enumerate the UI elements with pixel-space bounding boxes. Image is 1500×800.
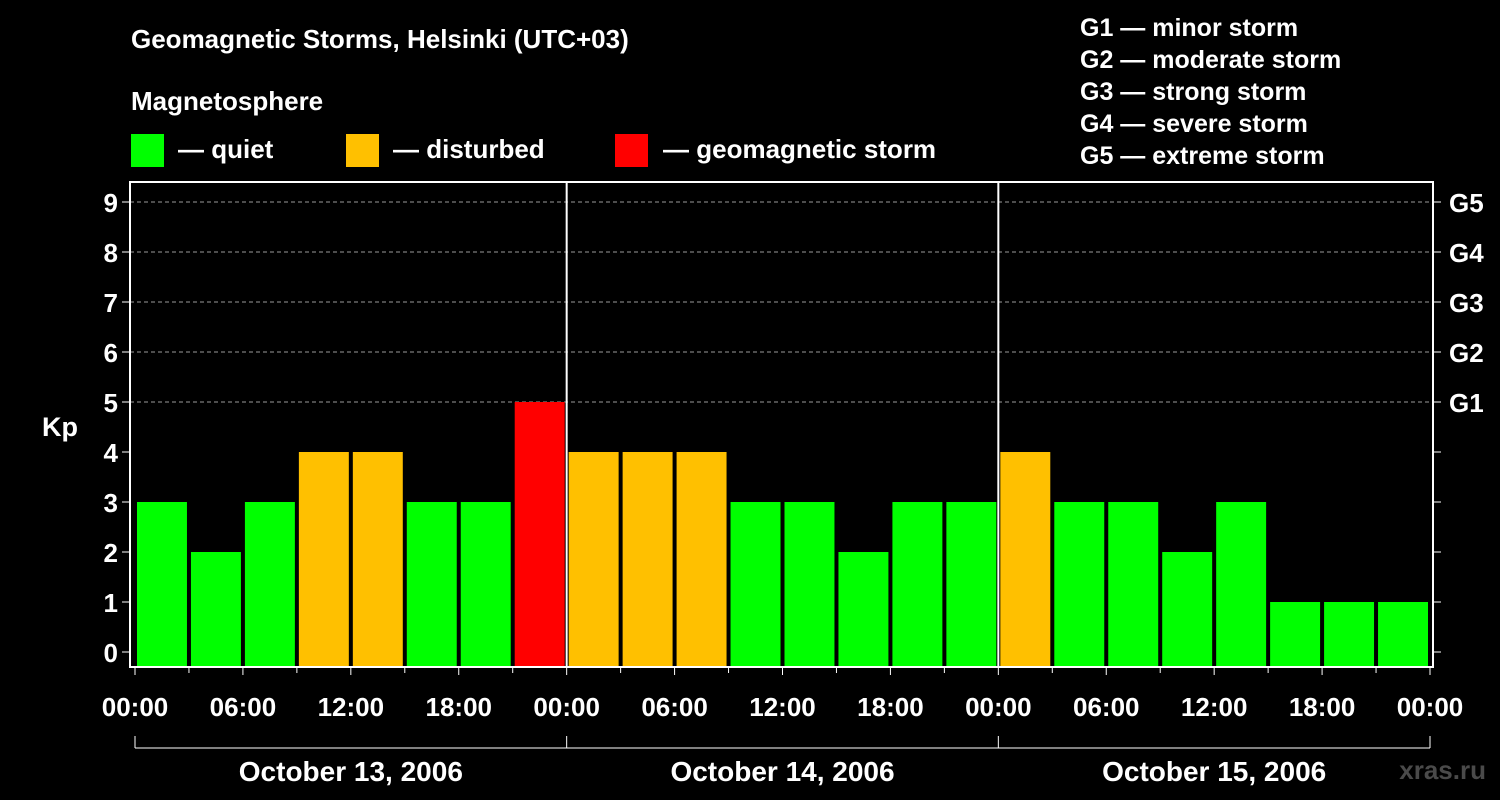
legend-label-quiet: — quiet <box>178 134 274 164</box>
storm-level-label: G2 <box>1449 338 1484 368</box>
bar-9 <box>622 452 673 667</box>
y-axis-label: Kp <box>42 412 78 442</box>
x-tick-label: 12:00 <box>318 692 385 722</box>
x-tick-label: 00:00 <box>1397 692 1464 722</box>
y-tick-label: 1 <box>104 588 118 618</box>
bar-2 <box>244 502 295 667</box>
storm-scale-g3: G3 — strong storm <box>1080 78 1307 106</box>
x-tick-label: 12:00 <box>1181 692 1248 722</box>
bar-21 <box>1270 602 1321 667</box>
bar-0 <box>137 502 187 667</box>
storm-level-label: G4 <box>1449 238 1484 268</box>
y-tick-label: 4 <box>104 438 119 468</box>
bar-7 <box>514 402 565 667</box>
y-tick-label: 2 <box>104 538 118 568</box>
storm-scale-g2: G2 — moderate storm <box>1080 46 1342 74</box>
bar-20 <box>1216 502 1267 667</box>
bar-13 <box>838 552 889 667</box>
bar-18 <box>1108 502 1159 667</box>
legend-swatch-disturbed <box>346 134 379 167</box>
y-tick-label: 3 <box>104 488 118 518</box>
bar-16 <box>1000 452 1051 667</box>
storm-level-label: G5 <box>1449 188 1484 218</box>
y-tick-label: 9 <box>104 188 118 218</box>
x-tick-label: 06:00 <box>1073 692 1140 722</box>
bar-10 <box>676 452 727 667</box>
bar-14 <box>892 502 943 667</box>
bar-8 <box>568 452 619 667</box>
y-tick-label: 8 <box>104 238 118 268</box>
bar-1 <box>190 552 241 667</box>
chart-title: Geomagnetic Storms, Helsinki (UTC+03) <box>131 24 629 54</box>
bar-3 <box>298 452 349 667</box>
x-tick-label: 06:00 <box>210 692 277 722</box>
y-tick-label: 6 <box>104 338 118 368</box>
y-tick-label: 5 <box>104 388 118 418</box>
bar-4 <box>352 452 403 667</box>
legend-label-disturbed: — disturbed <box>393 134 545 164</box>
x-tick-label: 18:00 <box>426 692 493 722</box>
x-tick-label: 00:00 <box>533 692 600 722</box>
bar-6 <box>460 502 511 667</box>
bar-15 <box>946 502 997 667</box>
legend-label-storm: — geomagnetic storm <box>663 134 937 164</box>
bar-5 <box>406 502 457 667</box>
x-tick-label: 12:00 <box>749 692 816 722</box>
storm-level-label: G3 <box>1449 288 1484 318</box>
x-tick-label: 06:00 <box>641 692 708 722</box>
x-tick-label: 18:00 <box>857 692 924 722</box>
storm-scale-g4: G4 — severe storm <box>1080 110 1308 138</box>
watermark: xras.ru <box>1399 755 1486 785</box>
day-label: October 15, 2006 <box>1102 756 1326 787</box>
bar-11 <box>730 502 781 667</box>
y-tick-label: 7 <box>104 288 118 318</box>
bar-23 <box>1378 602 1428 667</box>
plot-frame <box>129 181 1434 668</box>
storm-scale-g1: G1 — minor storm <box>1080 14 1299 42</box>
bar-22 <box>1324 602 1375 667</box>
day-label: October 14, 2006 <box>670 756 894 787</box>
x-tick-label: 00:00 <box>102 692 169 722</box>
bar-12 <box>784 502 835 667</box>
legend-swatch-storm <box>615 134 648 167</box>
chart-subtitle: Magnetosphere <box>131 86 324 116</box>
legend-swatch-quiet <box>131 134 164 167</box>
y-tick-label: 0 <box>104 638 118 668</box>
storm-level-label: G1 <box>1449 388 1484 418</box>
day-label: October 13, 2006 <box>239 756 463 787</box>
x-tick-label: 00:00 <box>965 692 1032 722</box>
storm-scale-g5: G5 — extreme storm <box>1080 142 1325 170</box>
x-tick-label: 18:00 <box>1289 692 1356 722</box>
bar-17 <box>1054 502 1105 667</box>
bar-19 <box>1162 552 1213 667</box>
